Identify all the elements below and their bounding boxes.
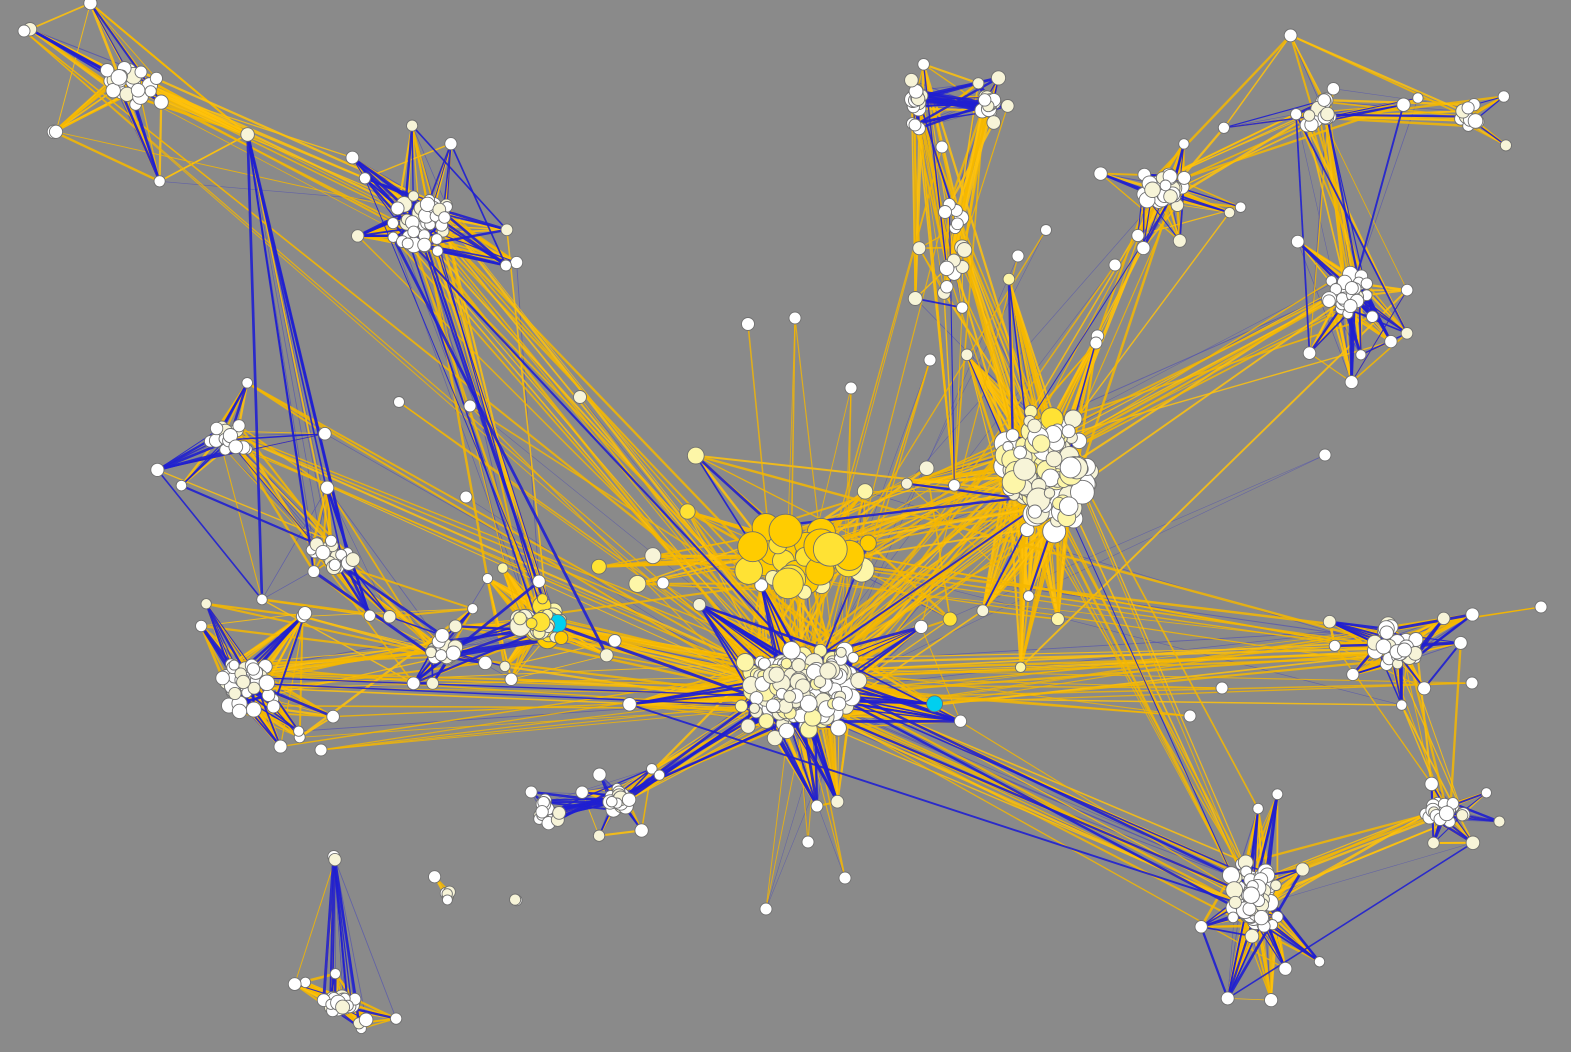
graph-edge (53, 130, 161, 183)
graph-edge (333, 856, 397, 1019)
graph-edge (1328, 300, 1362, 356)
graph-edge (1295, 114, 1337, 290)
graph-edge (139, 96, 161, 182)
graph-edge (364, 143, 452, 179)
graph-edge (865, 491, 1400, 653)
graph-edge (411, 125, 447, 206)
graph-edge (511, 654, 607, 680)
graph-edge (261, 487, 328, 600)
graph-edge (321, 487, 329, 553)
graph-edge (279, 613, 306, 747)
graph-edge (247, 134, 324, 553)
graph-edge (90, 2, 157, 79)
graph-edge (158, 102, 163, 182)
graph-edge (206, 602, 303, 618)
graph-edge (159, 181, 428, 205)
graph-edge (230, 615, 304, 665)
graph-edge (1352, 97, 1419, 289)
graph-edge (411, 125, 430, 208)
graph-edge (1263, 842, 1473, 905)
graph-edge (55, 3, 91, 132)
graph-edge (1297, 241, 1352, 383)
graph-edge (29, 2, 91, 31)
